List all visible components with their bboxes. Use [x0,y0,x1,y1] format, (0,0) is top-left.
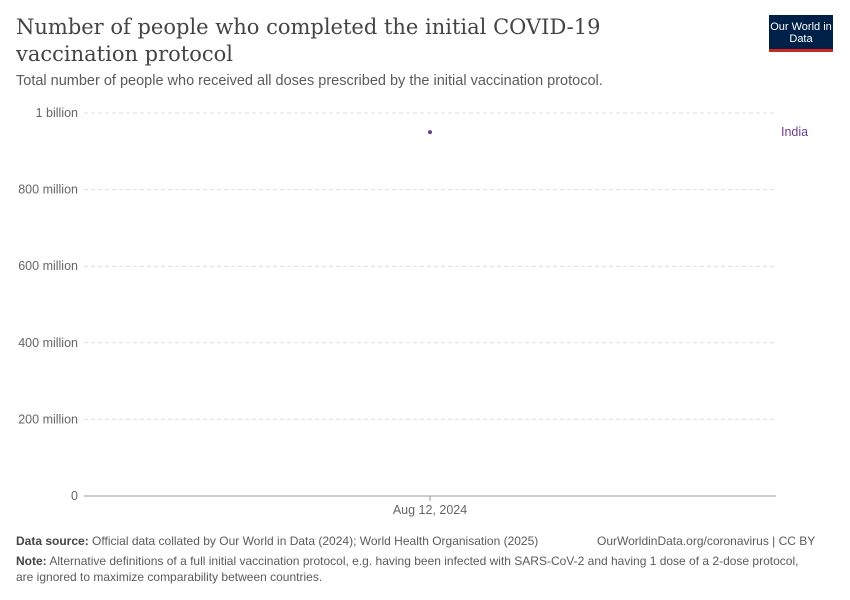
source-link[interactable]: OurWorldinData.org/coronavirus | CC BY [597,534,816,548]
chart-title: Number of people who completed the initi… [16,15,601,66]
y-tick-label: 800 million [18,183,78,197]
y-tick-label: 200 million [18,412,78,426]
y-tick-label: 1 billion [36,106,78,120]
x-tick-label: Aug 12, 2024 [393,503,467,517]
y-tick-label: 0 [71,489,78,503]
y-tick-label: 400 million [18,336,78,350]
y-tick-label: 600 million [18,259,78,273]
owid-logo[interactable]: Our World in Data [769,15,833,52]
data-source: Data source: Official data collated by O… [16,534,539,548]
series-label-india: India [781,125,808,139]
note: Note: Alternative definitions of a full … [16,554,799,584]
data-point-india [428,130,432,135]
chart-subtitle: Total number of people who received all … [16,73,603,89]
